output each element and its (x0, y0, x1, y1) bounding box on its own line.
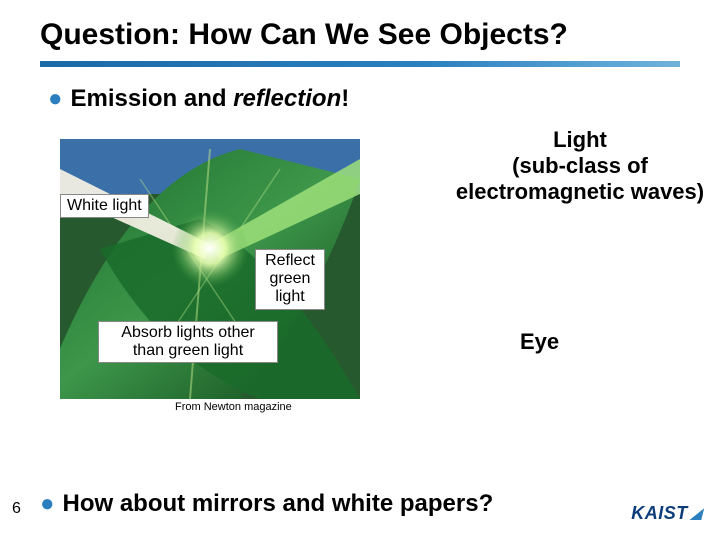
light-heading: Light (sub-class of electromagnetic wave… (440, 127, 720, 206)
bullet-1-italic: reflection (233, 85, 341, 112)
bullet-1-suffix: ! (341, 85, 349, 112)
bullet-dot-icon: ● (40, 492, 55, 516)
page-number: 6 (12, 500, 21, 518)
slide: Question: How Can We See Objects? ● Emis… (0, 0, 720, 540)
content-area: White light Reflect green light Absorb l… (40, 119, 680, 419)
eye-label: Eye (520, 329, 559, 355)
light-heading-l2: (sub-class of (440, 153, 720, 179)
bullet-1: ● Emission and reflection! (48, 85, 680, 113)
light-heading-l1: Light (440, 127, 720, 153)
bullet-1-prefix: Emission and (71, 85, 234, 112)
bullet-1-text: Emission and reflection! (71, 85, 350, 113)
absorb-label: Absorb lights other than green light (98, 321, 278, 364)
reflect-label: Reflect green light (255, 249, 325, 310)
kaist-logo: KAIST ◢ (631, 503, 702, 524)
slide-title: Question: How Can We See Objects? (40, 18, 680, 53)
bullet-2-text: How about mirrors and white papers? (63, 490, 494, 518)
bullet-dot-icon: ● (48, 87, 63, 111)
figure-credit: From Newton magazine (175, 401, 292, 413)
logo-accent-icon: ◢ (691, 505, 702, 522)
logo-text: KAIST (631, 503, 688, 524)
title-rule (40, 61, 680, 67)
light-heading-l3: electromagnetic waves) (440, 179, 720, 205)
white-light-label: White light (60, 194, 149, 218)
bullet-2: ● How about mirrors and white papers? (40, 490, 493, 518)
right-column: Light (sub-class of electromagnetic wave… (440, 127, 720, 206)
leaf-figure: White light Reflect green light Absorb l… (60, 139, 360, 399)
